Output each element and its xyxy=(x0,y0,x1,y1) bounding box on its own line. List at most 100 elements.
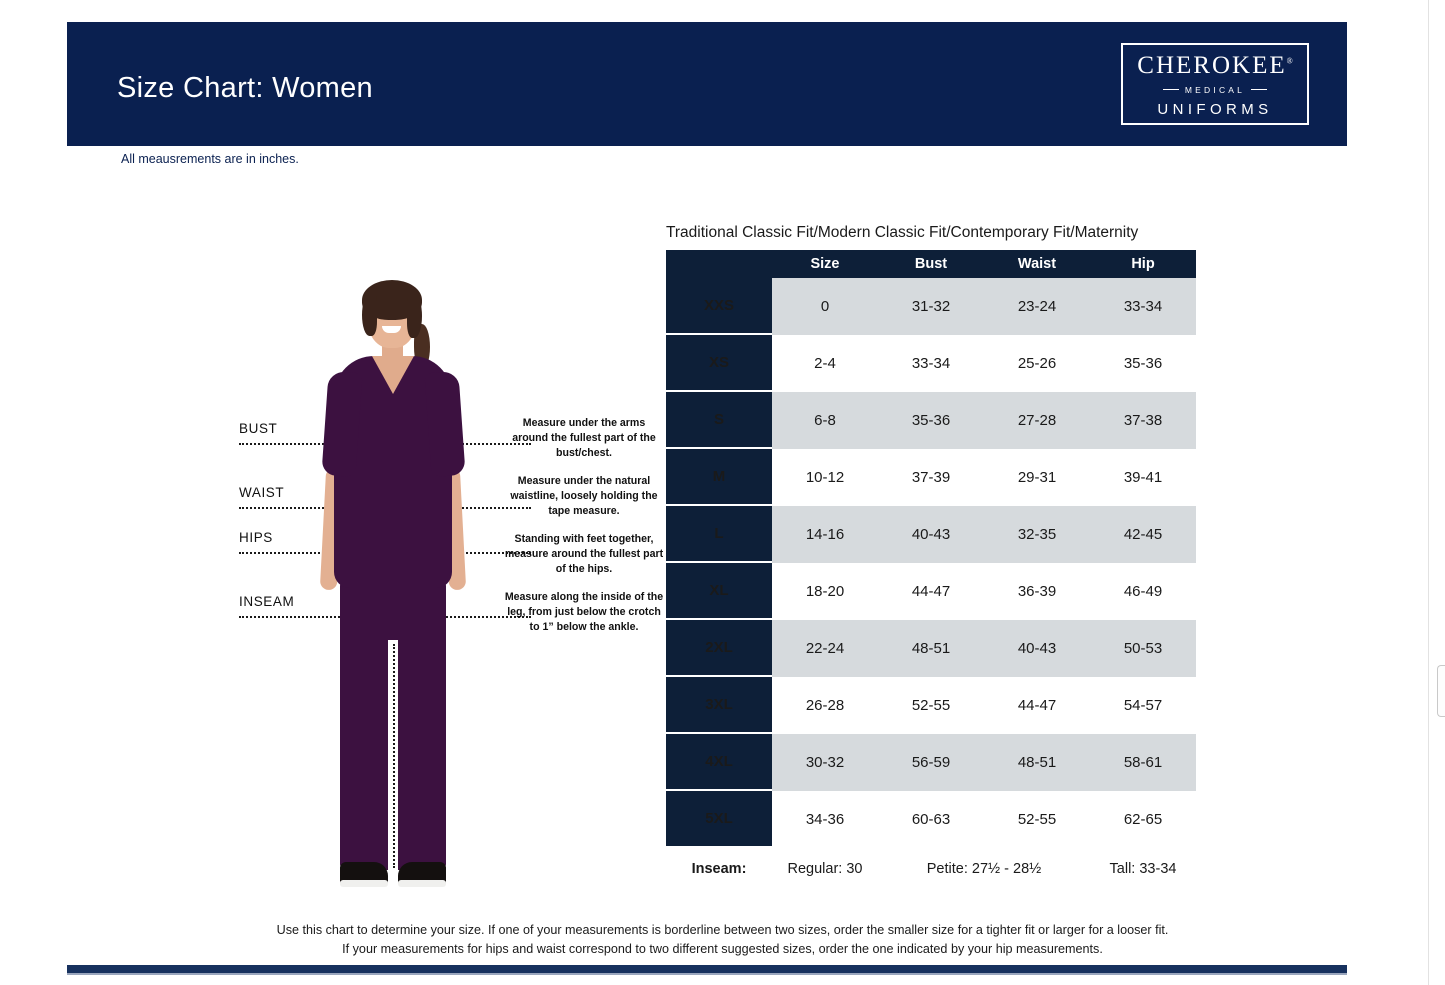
footer-note: Use this chart to determine your size. I… xyxy=(150,921,1295,959)
table-row: 3XL 26-28 52-55 44-47 54-57 xyxy=(666,677,1196,734)
hip-value-cell: 54-57 xyxy=(1090,677,1196,734)
logo-sub-text: UNIFORMS xyxy=(1157,100,1273,118)
size-label-cell: L xyxy=(666,506,772,563)
size-label-cell: 3XL xyxy=(666,677,772,734)
bust-value-cell: 37-39 xyxy=(878,449,984,506)
table-row: 4XL 30-32 56-59 48-51 58-61 xyxy=(666,734,1196,791)
model-hair-right xyxy=(407,294,422,338)
bust-value-cell: 48-51 xyxy=(878,620,984,677)
waist-value-cell: 48-51 xyxy=(984,734,1090,791)
model-sole-left xyxy=(340,880,388,887)
table-row: S 6-8 35-36 27-28 37-38 xyxy=(666,392,1196,449)
size-label-cell: 2XL xyxy=(666,620,772,677)
hip-value-cell: 62-65 xyxy=(1090,791,1196,848)
page-edge-line xyxy=(1428,0,1429,985)
size-value-cell: 10-12 xyxy=(772,449,878,506)
size-table: Size Bust Waist Hip XXS 0 31-32 23-24 33-34 X… xyxy=(666,250,1196,890)
size-value-cell: 14-16 xyxy=(772,506,878,563)
size-table-section: Traditional Classic Fit/Modern Classic F… xyxy=(666,224,1196,890)
model-sole-right xyxy=(398,880,446,887)
hip-value-cell: 35-36 xyxy=(1090,335,1196,392)
bust-value-cell: 33-34 xyxy=(878,335,984,392)
size-label-cell: 4XL xyxy=(666,734,772,791)
table-header-row: Size Bust Waist Hip xyxy=(666,250,1196,278)
size-table-footer: Inseam: Regular: 30 Petite: 27½ - 28½ Ta… xyxy=(666,848,1196,890)
hip-value-cell: 39-41 xyxy=(1090,449,1196,506)
size-label-cell: S xyxy=(666,392,772,449)
column-header-hip: Hip xyxy=(1090,250,1196,278)
inseam-tall: Tall: 33-34 xyxy=(1090,848,1196,890)
figure-panel: BUST WAIST HIPS INSEAM xyxy=(232,280,663,905)
size-value-cell: 6-8 xyxy=(772,392,878,449)
table-row: M 10-12 37-39 29-31 39-41 xyxy=(666,449,1196,506)
column-header-waist: Waist xyxy=(984,250,1090,278)
waist-value-cell: 32-35 xyxy=(984,506,1090,563)
bust-value-cell: 31-32 xyxy=(878,278,984,335)
footer-line-2: If your measurements for hips and waist … xyxy=(342,942,1103,957)
header-bar: Size Chart: Women CHEROKEE® MEDICAL UNIF… xyxy=(67,22,1347,146)
model-sleeve-right xyxy=(424,370,466,478)
table-row: L 14-16 40-43 32-35 42-45 xyxy=(666,506,1196,563)
measurement-units-note: All meausrements are in inches. xyxy=(121,152,299,166)
waist-value-cell: 52-55 xyxy=(984,791,1090,848)
size-value-cell: 2-4 xyxy=(772,335,878,392)
inseam-row: Inseam: Regular: 30 Petite: 27½ - 28½ Ta… xyxy=(666,848,1196,890)
column-header-size: Size xyxy=(772,250,878,278)
size-value-cell: 34-36 xyxy=(772,791,878,848)
waist-value-cell: 27-28 xyxy=(984,392,1090,449)
table-row: XS 2-4 33-34 25-26 35-36 xyxy=(666,335,1196,392)
hip-value-cell: 50-53 xyxy=(1090,620,1196,677)
size-label-cell: XL xyxy=(666,563,772,620)
instruction-hips: Standing with feet together, measure aro… xyxy=(504,533,664,576)
size-value-cell: 18-20 xyxy=(772,563,878,620)
bust-value-cell: 52-55 xyxy=(878,677,984,734)
waist-value-cell: 36-39 xyxy=(984,563,1090,620)
table-row: XL 18-20 44-47 36-39 46-49 xyxy=(666,563,1196,620)
measure-label-bust: BUST xyxy=(239,421,278,436)
logo-rule-left-icon xyxy=(1162,89,1179,90)
table-row: 2XL 22-24 48-51 40-43 50-53 xyxy=(666,620,1196,677)
table-caption: Traditional Classic Fit/Modern Classic F… xyxy=(666,224,1139,241)
size-label-cell: 5XL xyxy=(666,791,772,848)
instruction-inseam: Measure along the inside of the leg, fro… xyxy=(504,591,664,634)
side-panel-handle[interactable] xyxy=(1437,665,1445,717)
measure-label-inseam: INSEAM xyxy=(239,594,295,609)
table-row: 5XL 34-36 60-63 52-55 62-65 xyxy=(666,791,1196,848)
logo-middle-row: MEDICAL xyxy=(1162,85,1268,95)
cherokee-logo: CHEROKEE® MEDICAL UNIFORMS xyxy=(1121,43,1309,125)
bust-value-cell: 40-43 xyxy=(878,506,984,563)
footer-line-1: Use this chart to determine your size. I… xyxy=(276,923,1169,937)
hip-value-cell: 33-34 xyxy=(1090,278,1196,335)
hip-value-cell: 42-45 xyxy=(1090,506,1196,563)
size-value-cell: 26-28 xyxy=(772,677,878,734)
logo-brand-text: CHEROKEE® xyxy=(1137,53,1292,78)
bust-value-cell: 35-36 xyxy=(878,392,984,449)
bust-value-cell: 44-47 xyxy=(878,563,984,620)
column-header-sizelabel xyxy=(666,250,772,278)
inseam-petite: Petite: 27½ - 28½ xyxy=(878,848,1090,890)
size-table-header: Size Bust Waist Hip xyxy=(666,250,1196,278)
size-value-cell: 0 xyxy=(772,278,878,335)
logo-rule-right-icon xyxy=(1251,89,1268,90)
column-header-bust: Bust xyxy=(878,250,984,278)
size-table-body: XXS 0 31-32 23-24 33-34 XS 2-4 33-34 25-26 35-36 S… xyxy=(666,278,1196,848)
hip-value-cell: 58-61 xyxy=(1090,734,1196,791)
bottom-accent-bar xyxy=(67,965,1347,975)
model-hair-left xyxy=(362,294,377,336)
model-smile xyxy=(382,326,401,333)
inseam-measure-line xyxy=(393,644,395,868)
size-value-cell: 22-24 xyxy=(772,620,878,677)
waist-value-cell: 23-24 xyxy=(984,278,1090,335)
hip-value-cell: 37-38 xyxy=(1090,392,1196,449)
page-title: Size Chart: Women xyxy=(117,72,373,104)
waist-value-cell: 25-26 xyxy=(984,335,1090,392)
size-label-cell: M xyxy=(666,449,772,506)
waist-value-cell: 40-43 xyxy=(984,620,1090,677)
measure-label-waist: WAIST xyxy=(239,485,285,500)
waist-value-cell: 44-47 xyxy=(984,677,1090,734)
size-label-cell: XXS xyxy=(666,278,772,335)
hip-value-cell: 46-49 xyxy=(1090,563,1196,620)
size-value-cell: 30-32 xyxy=(772,734,878,791)
size-label-cell: XS xyxy=(666,335,772,392)
